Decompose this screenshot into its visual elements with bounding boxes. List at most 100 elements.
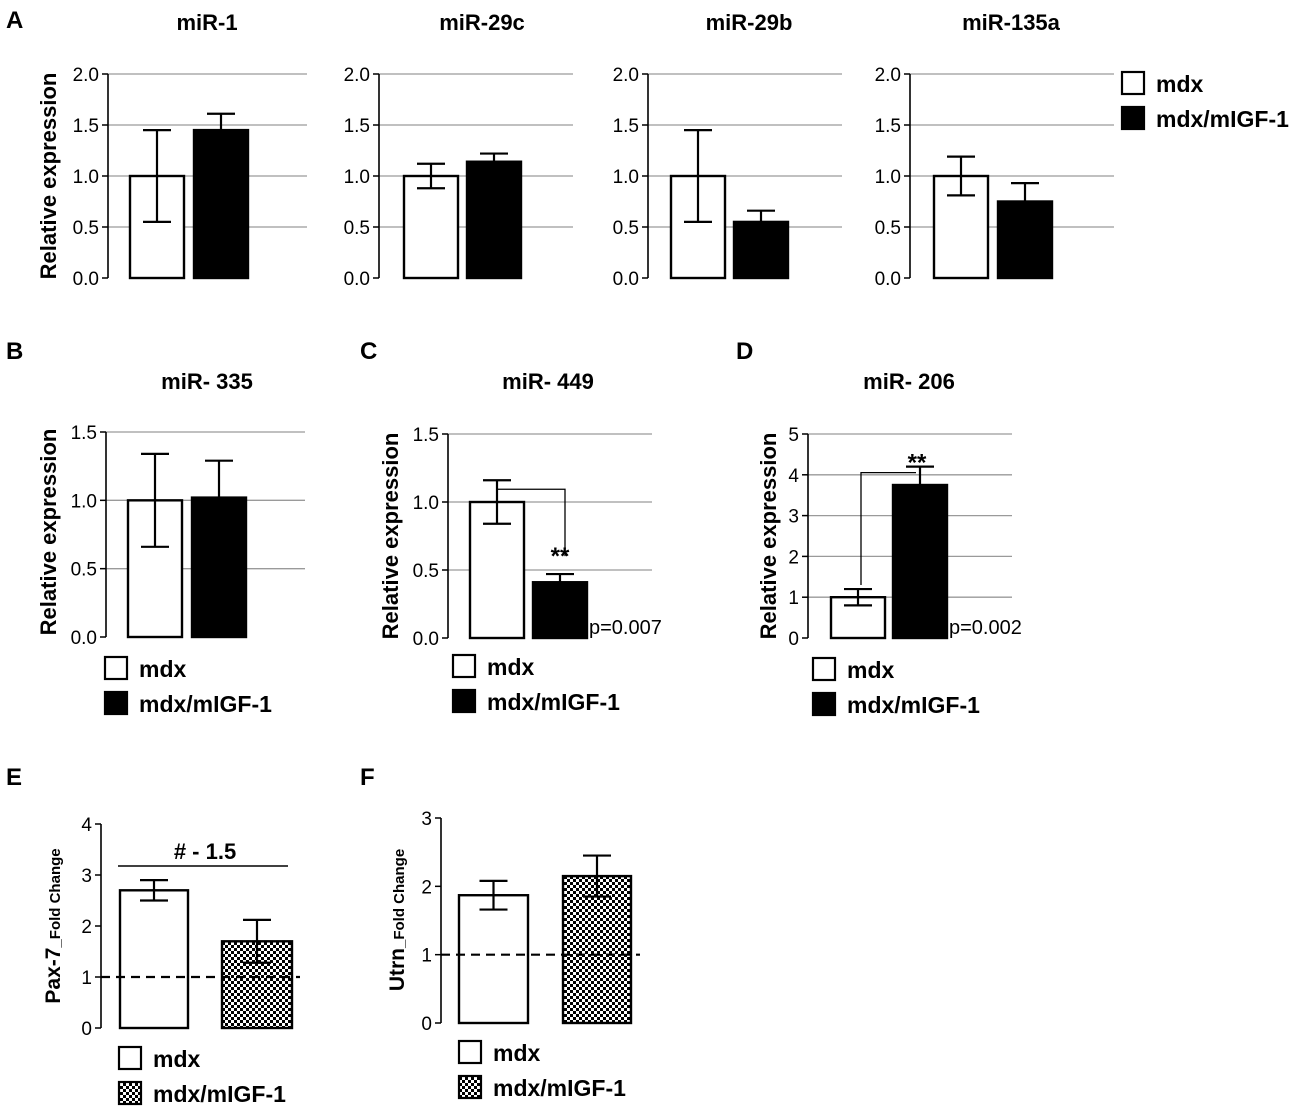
significance-stars: **	[551, 543, 570, 570]
annotation-text: # - 1.5	[174, 839, 236, 864]
legend-swatch-mdx	[117, 1045, 143, 1071]
panel-label: A	[6, 7, 23, 34]
legend-label-mdx: mdx	[493, 1040, 541, 1066]
panel-a4: miR-135a 0.0 0.5 1.0 1.5 2.0	[875, 10, 1114, 290]
error-bar	[483, 479, 511, 525]
bar-mdx-migf1	[192, 128, 250, 280]
bar-mdx-migf1	[561, 874, 633, 1025]
y-tick-label: 4	[788, 466, 799, 487]
chart-title: miR-29c	[439, 10, 525, 35]
y-tick-label: 1	[81, 968, 92, 989]
panel-e: E Pax-7_Fold Change 0 1 2 3 4 # - 1.5	[6, 764, 300, 1040]
y-tick-label: 0.5	[344, 218, 370, 239]
y-tick-label: 2.0	[344, 65, 370, 86]
legend-label-mdx-migf1: mdx/mIGF-1	[139, 691, 272, 717]
legend-label-mdx-migf1: mdx/mIGF-1	[487, 689, 620, 715]
error-bar	[243, 918, 271, 964]
legend-f: mdx mdx/mIGF-1	[457, 1039, 626, 1101]
y-tick-label: 1.0	[613, 167, 639, 188]
significance-bracket	[860, 471, 916, 586]
error-bar	[205, 459, 233, 498]
error-bar	[143, 129, 171, 223]
panel-a3: miR-29b 0.0 0.5 1.0 1.5 2.0	[613, 10, 842, 290]
legend-swatch-mdx-migf1	[451, 688, 477, 714]
y-tick-label: 0.0	[344, 269, 370, 290]
y-axis-label: Utrn_Fold Change	[386, 849, 409, 991]
y-axis-label: Relative expression	[36, 73, 61, 280]
y-tick-label: 1	[788, 588, 799, 609]
y-tick-label: 0.5	[71, 560, 97, 581]
legend-c: mdx mdx/mIGF-1	[451, 653, 620, 715]
y-axis-label-subscript: _Fold Change	[47, 848, 64, 948]
chart-title: miR- 206	[863, 369, 955, 394]
p-value: p=0.007	[589, 617, 662, 639]
panel-label: C	[360, 338, 377, 365]
y-tick-label: 3	[788, 507, 799, 528]
legend-swatch-mdx	[457, 1039, 483, 1065]
bar-mdx	[457, 894, 530, 1025]
legend-label-mdx: mdx	[1156, 71, 1204, 97]
panel-a2: miR-29c 0.0 0.5 1.0 1.5 2.0	[344, 10, 573, 290]
y-tick-label: 1.5	[413, 425, 439, 446]
bar-mdx-migf1	[996, 200, 1054, 280]
y-tick-label: 1.0	[875, 167, 901, 188]
y-tick-label: 1.0	[71, 491, 97, 512]
y-tick-label: 0	[421, 1014, 432, 1035]
significance-stars: **	[908, 450, 927, 477]
y-tick-label: 0.5	[73, 218, 99, 239]
legend-d: mdx mdx/mIGF-1	[811, 656, 980, 718]
legend-a: mdx mdx/mIGF-1	[1120, 70, 1289, 132]
legend-swatch-mdx	[1120, 70, 1146, 96]
bar-mdx-migf1	[891, 483, 949, 640]
y-tick-label: 1.0	[413, 493, 439, 514]
y-tick-label: 2.0	[73, 65, 99, 86]
y-tick-label: 0.0	[613, 269, 639, 290]
y-axis-label: Relative expression	[756, 433, 781, 640]
bar-mdx-migf1	[531, 581, 589, 640]
chart-title: miR-1	[176, 10, 237, 35]
y-tick-label: 0.5	[875, 218, 901, 239]
legend-label-mdx-migf1: mdx/mIGF-1	[493, 1075, 626, 1101]
chart-title: miR- 449	[502, 369, 594, 394]
panel-f: F Utrn_Fold Change 0 1 2 3	[360, 764, 640, 1035]
panel-label: F	[360, 764, 375, 791]
legend-b: mdx mdx/mIGF-1	[103, 655, 272, 717]
y-tick-label: 0.0	[875, 269, 901, 290]
y-tick-label: 2.0	[613, 65, 639, 86]
bar-mdx-migf1	[732, 220, 790, 280]
error-bar	[747, 209, 775, 222]
y-tick-label: 1.5	[875, 116, 901, 137]
legend-swatch-mdx-migf1	[103, 690, 129, 716]
y-tick-label: 0.5	[413, 561, 439, 582]
y-tick-label: 2	[788, 547, 799, 568]
y-tick-label: 2.0	[875, 65, 901, 86]
panel-label: B	[6, 338, 23, 365]
y-tick-label: 0.5	[613, 218, 639, 239]
y-axis-label: Relative expression	[378, 433, 403, 640]
bar-mdx	[402, 174, 460, 280]
y-axis-label-subscript: _Fold Change	[391, 849, 408, 949]
y-tick-label: 5	[788, 425, 799, 446]
error-bar	[546, 572, 574, 583]
y-tick-label: 1.5	[73, 116, 99, 137]
y-tick-label: 0	[81, 1019, 92, 1040]
legend-swatch-mdx	[451, 653, 477, 679]
legend-swatch-mdx-migf1	[457, 1074, 483, 1100]
y-tick-label: 1.5	[71, 423, 97, 444]
legend-label-mdx: mdx	[487, 654, 535, 680]
error-bar	[141, 452, 169, 548]
y-tick-label: 1.5	[344, 116, 370, 137]
legend-label-mdx: mdx	[139, 656, 187, 682]
error-bar	[480, 152, 508, 162]
y-tick-label: 1	[421, 946, 432, 967]
legend-label-mdx: mdx	[847, 657, 895, 683]
legend-label-mdx-migf1: mdx/mIGF-1	[847, 692, 980, 718]
y-tick-label: 0.0	[73, 269, 99, 290]
legend-swatch-mdx-migf1	[117, 1080, 143, 1106]
y-tick-label: 1.0	[73, 167, 99, 188]
y-tick-label: 3	[81, 866, 92, 887]
